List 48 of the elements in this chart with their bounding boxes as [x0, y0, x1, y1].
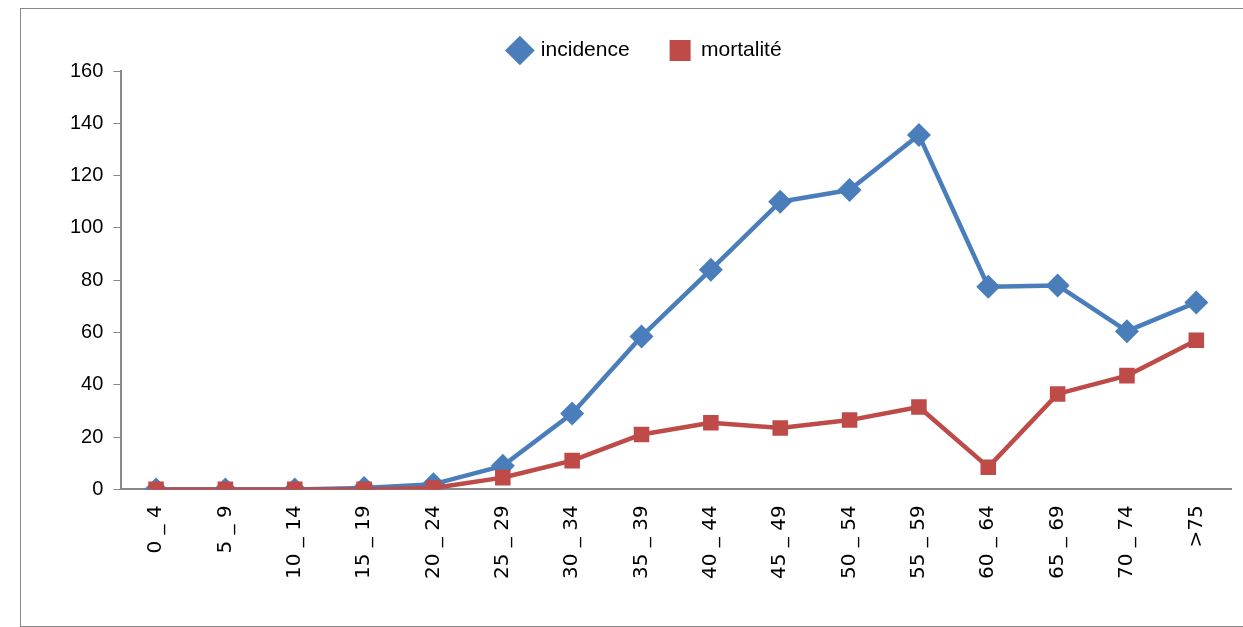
point: [1119, 367, 1135, 384]
y-tick-label: 20: [81, 424, 104, 447]
y-tick-label: 120: [69, 163, 104, 186]
point: [629, 324, 654, 349]
point: [841, 412, 858, 428]
x-tick-label: 20 _ 24: [419, 505, 444, 580]
x-tick-label: 50 _ 54: [835, 505, 860, 580]
point: [1114, 319, 1139, 344]
x-tick-label: 45 _ 49: [766, 505, 791, 580]
x-tick-label: 10 _ 14: [280, 505, 305, 580]
point: [495, 469, 511, 486]
x-tick-label: 60 _ 64: [974, 505, 999, 580]
x-tick-label: 15 _ 19: [350, 505, 375, 580]
point: [837, 177, 862, 202]
x-tick-label: 70 _ 74: [1113, 505, 1138, 580]
y-tick-label: 140: [69, 110, 104, 133]
y-tick-label: 160: [69, 58, 104, 81]
x-tick-label: 40 _ 44: [697, 505, 722, 580]
point: [911, 399, 927, 415]
y-tick-label: 80: [81, 267, 104, 290]
point: [772, 420, 788, 436]
x-tick-label: 65 _ 69: [1043, 505, 1068, 580]
point: [560, 401, 585, 426]
y-tick-label: 40: [81, 372, 104, 395]
x-tick-label: 35 _ 39: [627, 505, 652, 580]
legend-label: mortalité: [701, 37, 782, 61]
x-tick-label: 5 _ 9: [211, 505, 236, 554]
x-tick-label: 55 _ 59: [905, 505, 930, 580]
y-tick-label: 60: [81, 320, 104, 343]
y-tick-label: 0: [92, 476, 104, 499]
x-tick-label: 25 _ 29: [489, 505, 514, 580]
point: [976, 274, 1001, 299]
point: [1045, 273, 1070, 298]
point: [768, 189, 793, 214]
point: [1188, 332, 1205, 349]
legend-label: incidence: [540, 37, 630, 61]
x-tick-label: 0 _ 4: [142, 505, 167, 554]
point: [1184, 290, 1209, 315]
point: [703, 414, 719, 431]
x-tick-label: >75: [1182, 505, 1207, 548]
point: [1049, 386, 1066, 402]
point: [980, 459, 997, 475]
point: [906, 123, 931, 148]
y-tick-label: 100: [69, 215, 104, 238]
x-tick-label: 30 _ 34: [558, 505, 583, 580]
point: [564, 452, 580, 469]
point: [698, 257, 723, 282]
point: [633, 426, 650, 443]
